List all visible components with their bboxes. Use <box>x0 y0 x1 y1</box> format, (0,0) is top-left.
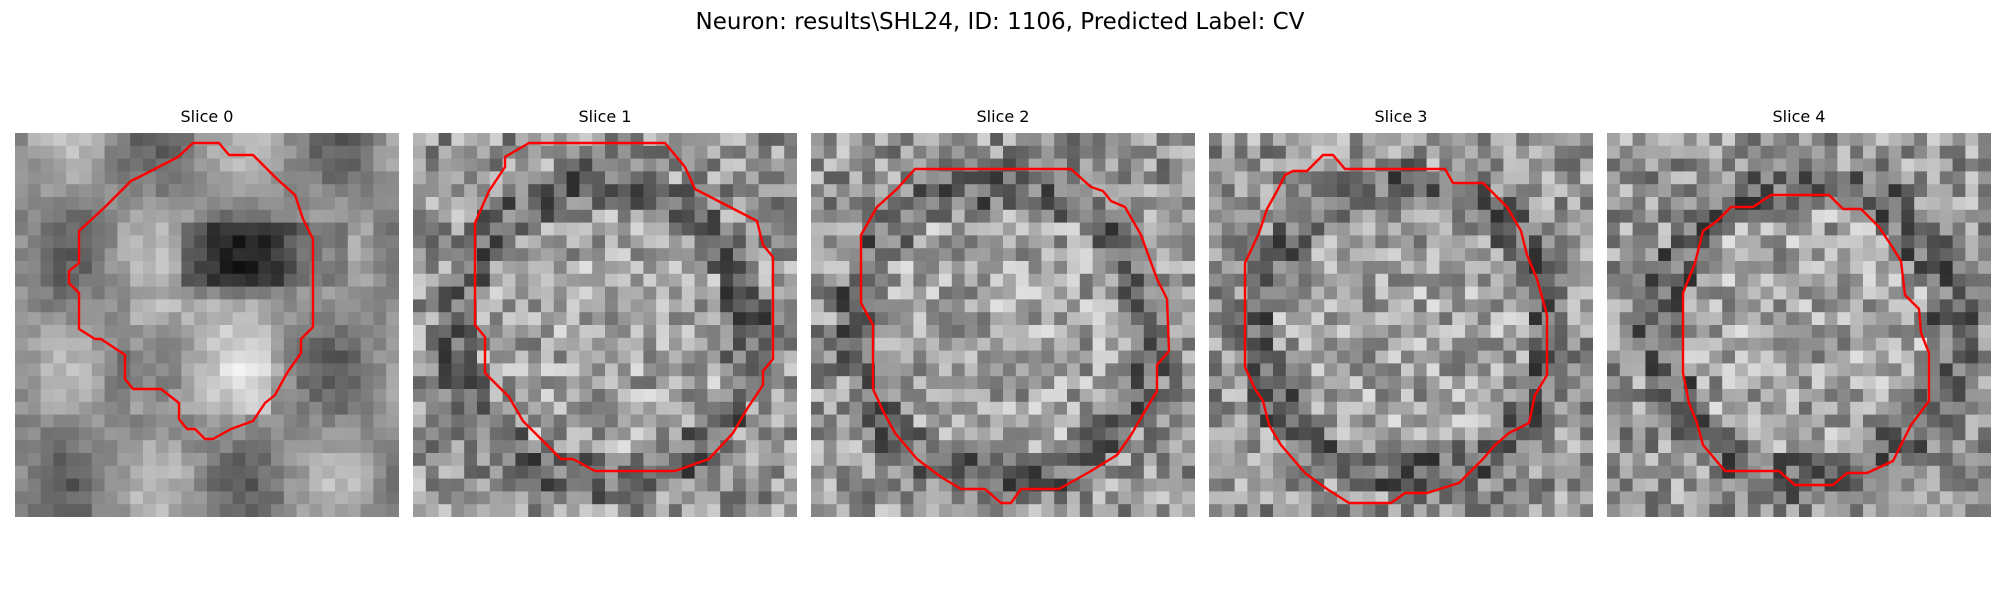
grayscale-pixel-grid <box>1209 133 1593 517</box>
slice-title: Slice 0 <box>180 107 234 126</box>
slice-title: Slice 3 <box>1374 107 1428 126</box>
slice-image <box>1209 133 1593 517</box>
slice-image <box>811 133 1195 517</box>
slice-title: Slice 4 <box>1772 107 1826 126</box>
grayscale-pixel-grid <box>811 133 1195 517</box>
grayscale-pixel-grid <box>1607 133 1991 517</box>
slice-title: Slice 1 <box>578 107 632 126</box>
roi-contour <box>67 141 315 441</box>
roi-contour <box>473 141 775 473</box>
figure-title: Neuron: results\SHL24, ID: 1106, Predict… <box>695 9 1305 35</box>
roi-contour <box>859 167 1171 505</box>
slice-image <box>1607 133 1991 517</box>
slice-image <box>15 133 399 517</box>
roi-contour <box>1681 193 1931 487</box>
grayscale-pixel-grid <box>413 133 797 517</box>
roi-contour <box>1243 153 1549 505</box>
slice-title: Slice 2 <box>976 107 1030 126</box>
grayscale-pixel-grid <box>15 133 399 517</box>
slice-image <box>413 133 797 517</box>
